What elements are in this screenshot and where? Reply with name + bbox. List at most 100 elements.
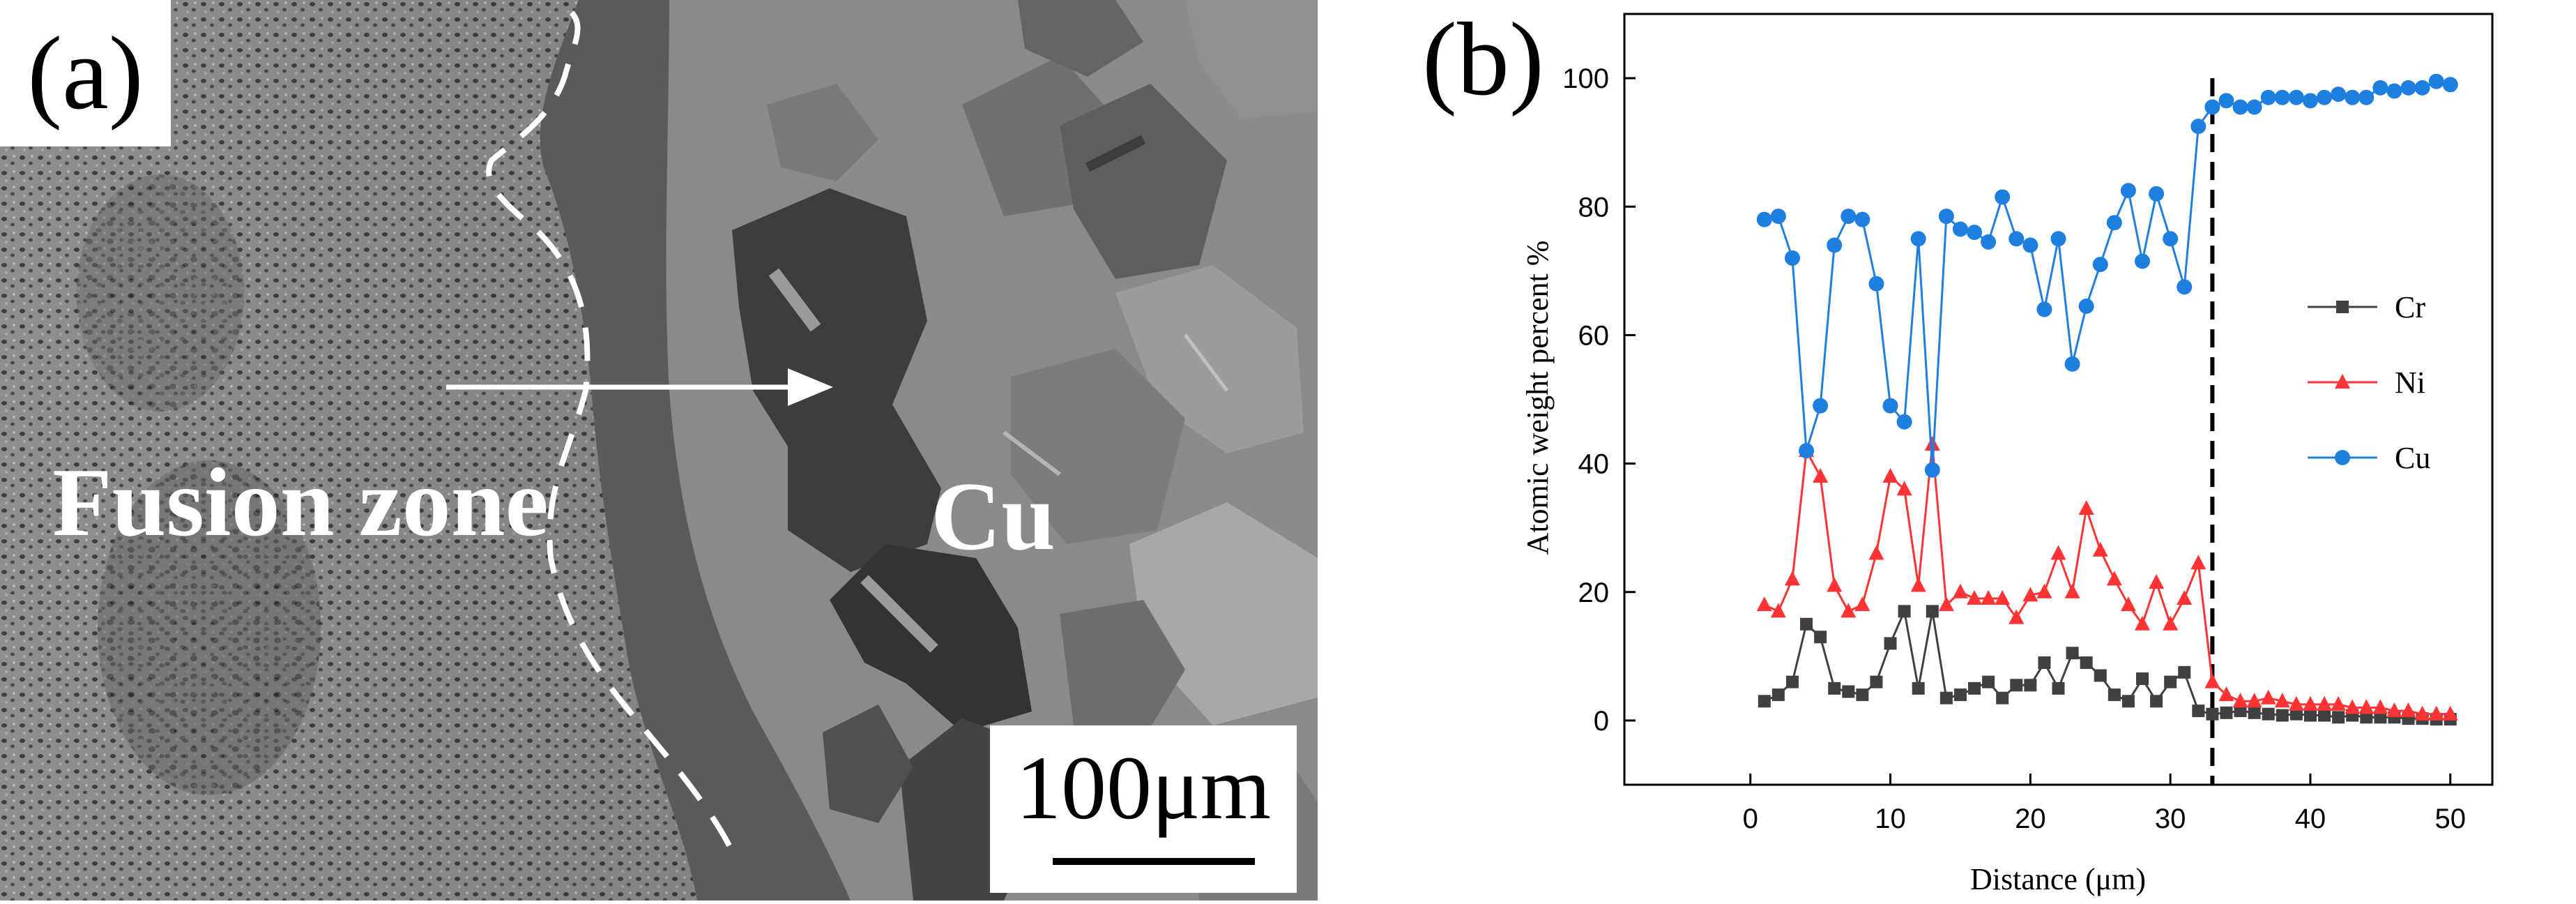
x-tick-label: 30 [2155, 804, 2186, 834]
cr-data-point [2150, 695, 2163, 708]
y-tick-label: 20 [1578, 578, 1610, 608]
legend-ni-marker [2335, 374, 2350, 389]
ni-data-point [2345, 699, 2361, 714]
ni-data-point [1952, 583, 1968, 598]
scale-bar-box: 100μm [990, 725, 1297, 893]
ni-data-point [2317, 695, 2333, 711]
ni-data-point [2372, 699, 2388, 714]
ni-data-point [2204, 673, 2220, 688]
ni-data-point [1967, 589, 1983, 605]
ni-data-point [2414, 705, 2430, 721]
cr-data-point [2248, 706, 2261, 719]
ni-data-point [2134, 615, 2150, 631]
cu-data-point [2288, 89, 2304, 105]
ni-data-point [2036, 583, 2052, 598]
ni-data-point [2177, 589, 2193, 605]
composition-chart: 0 10 20 30 40 50 0 20 40 60 80 100 Cr Ni Cu Distance … [1318, 0, 2576, 901]
x-tick-label: 10 [1875, 804, 1906, 834]
y-tick-label: 80 [1578, 192, 1610, 223]
cu-data-point [1896, 414, 1912, 430]
cr-data-point [1939, 691, 1953, 705]
cu-data-point [2400, 80, 2416, 96]
cr-data-point [2038, 656, 2051, 670]
cr-data-point [1953, 688, 1967, 702]
ni-data-point [1981, 589, 1997, 605]
panel-b-label: (b) [1415, 0, 1551, 119]
scale-bar [1053, 858, 1255, 865]
ni-data-point [2400, 702, 2416, 718]
cr-data-point [1912, 681, 1925, 695]
legend-ni-label: Ni [2395, 366, 2425, 400]
cu-data-point [2149, 186, 2165, 202]
cr-data-point [2318, 709, 2331, 722]
y-tick-label: 0 [1594, 706, 1609, 737]
cu-data-point [2092, 257, 2108, 273]
cu-data-point [2331, 86, 2347, 103]
ni-data-point [2274, 693, 2290, 708]
cu-data-point [2064, 356, 2080, 372]
cu-data-point [2036, 301, 2052, 317]
ni-data-point [2246, 693, 2262, 708]
cu-data-point [2204, 99, 2220, 115]
y-tick-label: 60 [1578, 320, 1610, 351]
cr-data-point [1968, 681, 1981, 695]
ni-data-point [2428, 705, 2444, 721]
cr-data-point [1771, 688, 1785, 702]
cu-data-point [2274, 89, 2290, 105]
ni-data-point [1854, 596, 1870, 612]
cu-data-point [2050, 231, 2066, 247]
cr-data-point [2178, 665, 2191, 679]
micrograph-image [0, 0, 1318, 901]
cu-data-point [2414, 80, 2430, 96]
cu-data-point [1868, 276, 1884, 292]
cu-series-line [1764, 80, 2451, 470]
cu-data-point [1910, 231, 1926, 247]
cu-data-point [1840, 209, 1857, 225]
ni-data-point [2442, 705, 2458, 721]
cr-data-point [1758, 695, 1771, 708]
legend-cr-marker [2336, 301, 2349, 313]
cu-data-point [1995, 189, 2011, 205]
panel-a-label: (a) [0, 0, 171, 146]
cu-data-point [1938, 209, 1954, 225]
cu-data-point [1827, 237, 1843, 253]
cu-data-point [1756, 211, 1772, 227]
cr-data-point [2108, 688, 2121, 702]
cu-data-point [2009, 231, 2025, 247]
cu-data-point [1952, 221, 1968, 237]
ni-data-point [2163, 615, 2179, 631]
cr-data-point [2135, 672, 2149, 686]
legend-cr-label: Cr [2395, 290, 2425, 324]
copper-region-label: Cu [931, 462, 1055, 571]
cr-data-point [2220, 706, 2233, 719]
ni-data-point [1813, 468, 1829, 483]
ni-data-point [2331, 695, 2347, 711]
x-tick-label: 40 [2295, 804, 2326, 834]
legend-cu-marker [2335, 450, 2350, 465]
cu-data-point [1813, 398, 1829, 414]
cu-data-point [2218, 93, 2234, 109]
x-tick-label: 0 [1743, 804, 1758, 834]
ni-data-point [2302, 695, 2318, 711]
cu-data-point [1784, 250, 1800, 266]
cr-data-point [2094, 669, 2107, 682]
sem-micrograph: Fusion zone Cu 100μm [0, 0, 1318, 901]
cr-data-point [1856, 688, 1869, 702]
cu-data-point [2428, 73, 2444, 89]
cr-data-point [2010, 679, 2023, 692]
cr-data-point [1785, 675, 1799, 688]
cr-data-point [2262, 707, 2275, 721]
cr-data-point [1814, 631, 1827, 644]
ni-data-point [2009, 609, 2025, 624]
cu-data-point [1882, 398, 1898, 414]
cr-data-point [1996, 691, 2009, 705]
cu-data-point [2345, 89, 2361, 105]
cr-data-point [1982, 675, 1995, 688]
cr-data-point [2066, 647, 2079, 660]
chart-svg: 0 10 20 30 40 50 0 20 40 60 80 100 Cr Ni Cu Distance … [1521, 13, 2494, 896]
cu-data-point [2120, 183, 2136, 199]
cu-data-point [2106, 215, 2122, 231]
cr-data-point [2052, 681, 2065, 695]
ni-data-point [2232, 693, 2248, 708]
cr-data-point [2164, 675, 2177, 688]
